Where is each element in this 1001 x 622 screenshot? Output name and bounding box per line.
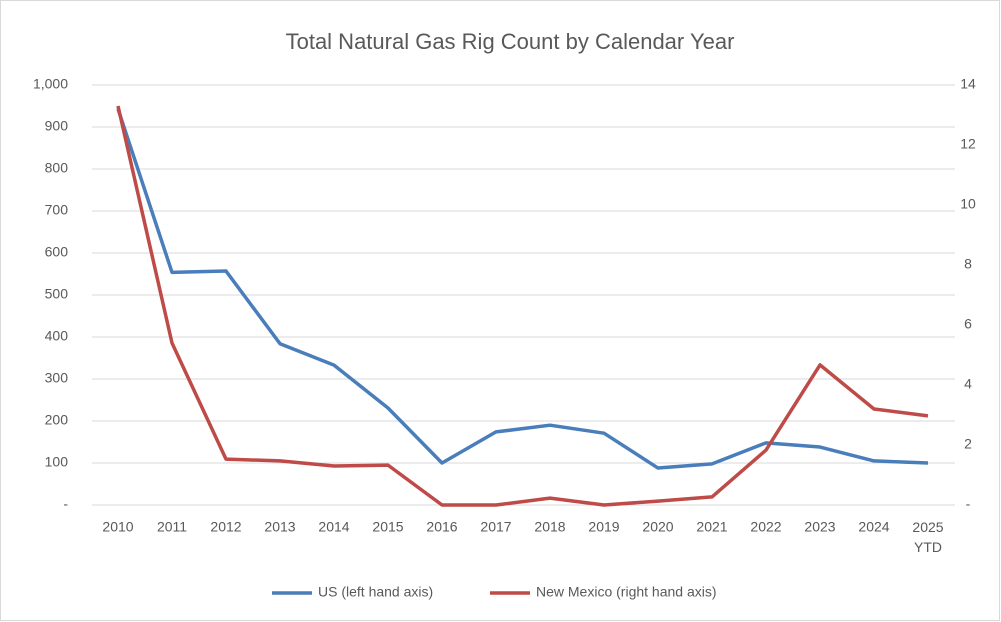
x-tick-label: 2013 (264, 519, 295, 535)
x-tick-label: 2015 (372, 519, 403, 535)
x-tick-label: 2017 (480, 519, 511, 535)
y-tick-label: 100 (45, 454, 69, 470)
x-tick-label: 2019 (588, 519, 619, 535)
x-tick-label: 2023 (804, 519, 835, 535)
x-tick-label: 2011 (157, 519, 187, 535)
y-tick-label: 600 (45, 244, 69, 260)
x-tick-label: 2010 (102, 519, 133, 535)
x-tick-label: 2022 (750, 519, 781, 535)
y-tick-label: 800 (45, 160, 69, 176)
x-tick-label: 2018 (534, 519, 565, 535)
legend-label: US (left hand axis) (318, 584, 433, 600)
x-tick-label: 2020 (642, 519, 673, 535)
x-tick-label: 2024 (858, 519, 889, 535)
y2-tick-label: 4 (964, 376, 972, 392)
y2-tick-label: 2 (964, 436, 972, 452)
y2-tick-label: 10 (960, 196, 976, 212)
y-tick-label: 900 (45, 118, 69, 134)
y-tick-label: 700 (45, 202, 69, 218)
y-tick-label: 300 (45, 370, 69, 386)
y2-tick-label: 6 (964, 316, 972, 332)
y-tick-label: 1,000 (33, 76, 68, 92)
y-tick-label: 200 (45, 412, 69, 428)
chart-title: Total Natural Gas Rig Count by Calendar … (286, 29, 735, 54)
x-tick-label: 2021 (696, 519, 727, 535)
x-tick-label: 2012 (210, 519, 241, 535)
series-line (116, 105, 929, 507)
y-tick-label: 500 (45, 286, 69, 302)
y-tick-label: - (63, 496, 68, 512)
y2-tick-label: 12 (960, 136, 976, 152)
x-tick-label: 2014 (318, 519, 349, 535)
y2-tick-label: 14 (960, 76, 976, 92)
legend-label: New Mexico (right hand axis) (536, 584, 717, 600)
x-tick-label: 2016 (426, 519, 457, 535)
series-line (116, 108, 929, 470)
y2-tick-label: 8 (964, 256, 972, 272)
x-tick-label: 2025 YTD (912, 519, 943, 555)
y-tick-label: 400 (45, 328, 69, 344)
y2-tick-label: - (966, 496, 971, 512)
